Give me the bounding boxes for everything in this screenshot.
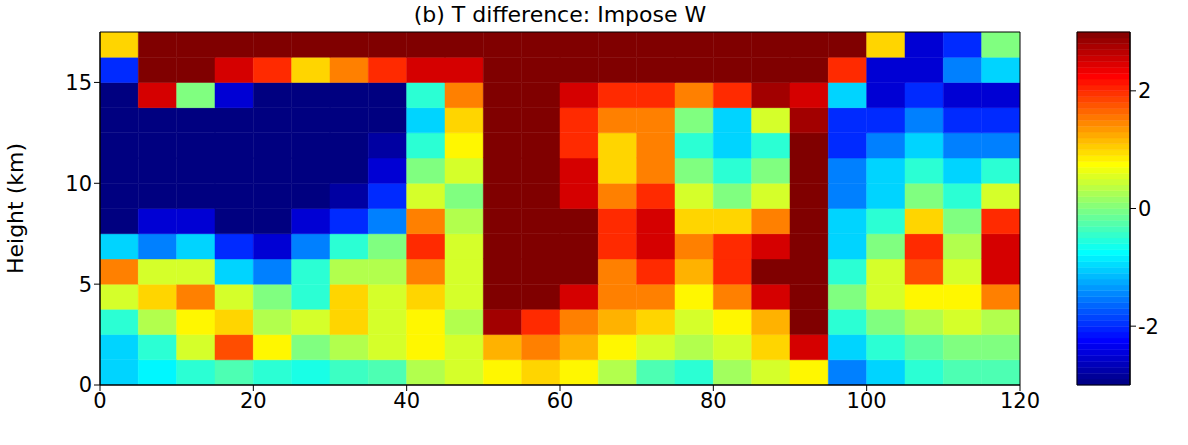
svg-text:-2: -2: [1138, 315, 1159, 339]
svg-text:0: 0: [1138, 197, 1151, 221]
svg-text:80: 80: [700, 389, 727, 413]
svg-text:100: 100: [847, 389, 887, 413]
svg-text:40: 40: [393, 389, 420, 413]
svg-text:20: 20: [240, 389, 267, 413]
svg-text:0: 0: [79, 373, 92, 397]
svg-text:0: 0: [93, 389, 106, 413]
svg-text:5: 5: [79, 273, 92, 297]
svg-text:60: 60: [547, 389, 574, 413]
svg-text:15: 15: [65, 71, 92, 95]
svg-text:120: 120: [1000, 389, 1040, 413]
svg-text:10: 10: [65, 172, 92, 196]
svg-text:2: 2: [1138, 79, 1151, 103]
html-text:(b) T difference: Impose W: (b) T difference: Impose W: [413, 2, 707, 27]
svg-text:Height (km): Height (km): [3, 143, 28, 274]
